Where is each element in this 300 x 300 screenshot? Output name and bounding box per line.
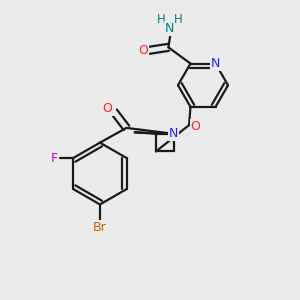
Text: N: N bbox=[211, 57, 220, 70]
Text: Br: Br bbox=[93, 220, 107, 234]
Text: H: H bbox=[173, 14, 182, 26]
Text: H: H bbox=[157, 14, 165, 26]
Text: O: O bbox=[138, 44, 148, 57]
Text: N: N bbox=[169, 127, 178, 140]
Text: F: F bbox=[50, 152, 58, 165]
Text: O: O bbox=[103, 102, 112, 115]
Text: N: N bbox=[165, 22, 174, 35]
Text: O: O bbox=[190, 120, 200, 133]
